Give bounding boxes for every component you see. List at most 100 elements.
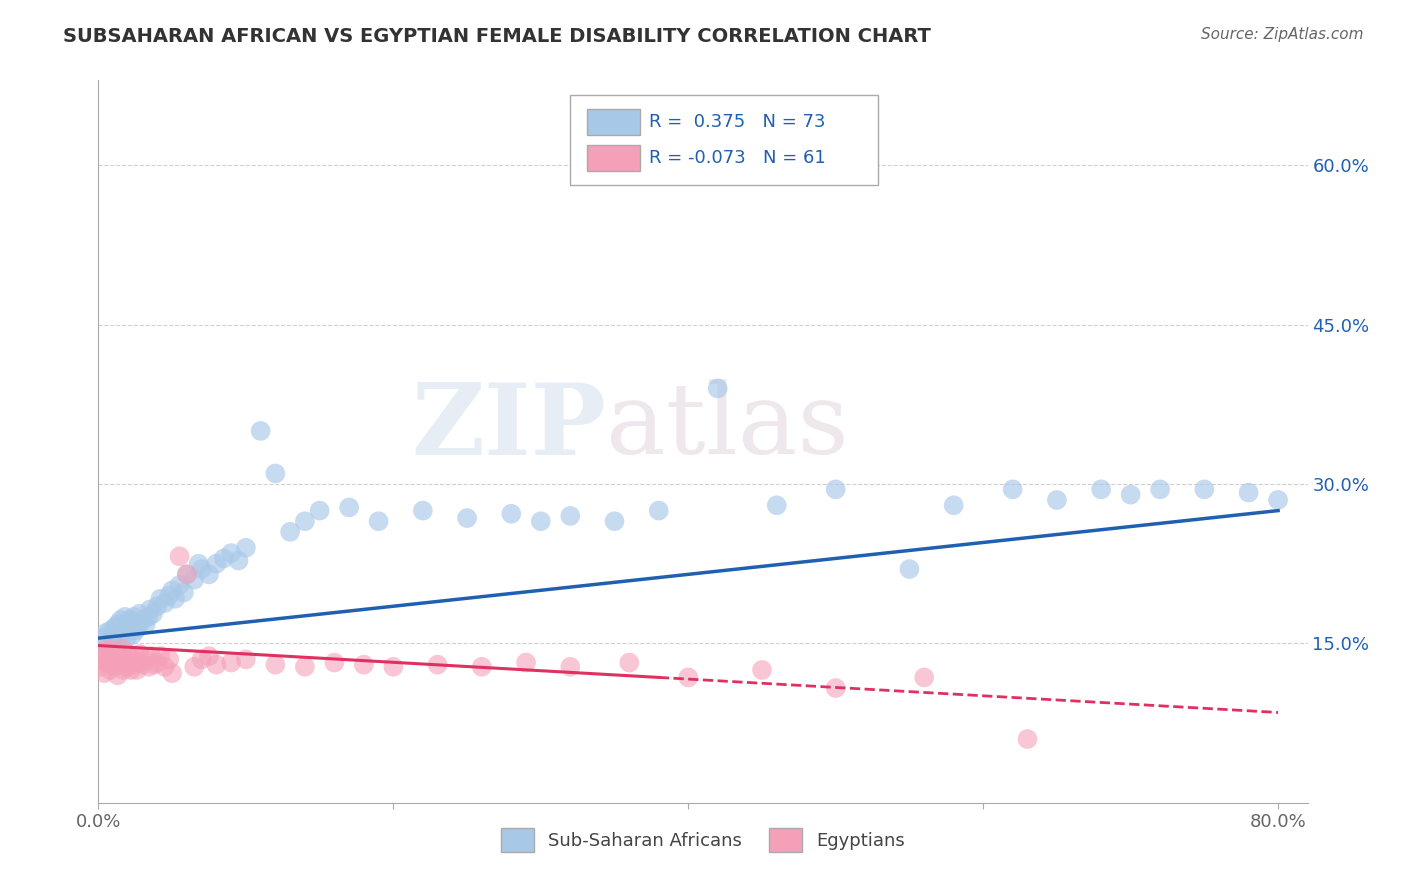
Point — [127, 620, 149, 634]
Point — [706, 381, 728, 395]
Point — [560, 660, 582, 674]
Point — [104, 660, 127, 674]
Point — [146, 599, 169, 614]
Point — [120, 663, 142, 677]
Point — [108, 649, 131, 664]
Point — [138, 660, 160, 674]
Point — [91, 631, 114, 645]
Point — [1194, 483, 1216, 497]
Point — [122, 610, 145, 624]
Point — [176, 567, 198, 582]
Point — [157, 652, 180, 666]
Point — [94, 649, 117, 664]
Point — [124, 649, 146, 664]
Point — [141, 649, 163, 664]
Point — [235, 652, 257, 666]
Point — [169, 578, 191, 592]
Point — [97, 641, 120, 656]
Point — [278, 524, 301, 539]
Point — [110, 613, 132, 627]
Point — [560, 508, 582, 523]
Point — [105, 645, 128, 659]
Point — [751, 663, 773, 677]
Point — [367, 514, 389, 528]
Point — [190, 652, 212, 666]
Point — [98, 663, 121, 677]
Point — [942, 498, 965, 512]
Text: R = -0.073   N = 61: R = -0.073 N = 61 — [648, 149, 825, 168]
Point — [898, 562, 921, 576]
Point — [112, 663, 135, 677]
Point — [91, 645, 114, 659]
Point — [205, 657, 228, 672]
Point — [94, 625, 117, 640]
Point — [115, 631, 138, 645]
Point — [235, 541, 257, 555]
Point — [110, 656, 132, 670]
Point — [765, 498, 787, 512]
Point — [117, 647, 139, 661]
Point — [149, 649, 172, 664]
FancyBboxPatch shape — [586, 109, 640, 136]
Point — [176, 567, 198, 582]
Point — [104, 620, 127, 634]
Point — [426, 657, 449, 672]
FancyBboxPatch shape — [586, 145, 640, 171]
Point — [648, 503, 671, 517]
Point — [824, 681, 846, 695]
Point — [190, 562, 212, 576]
Point — [131, 613, 153, 627]
Point — [1046, 493, 1069, 508]
Point — [142, 607, 165, 621]
Point — [146, 656, 169, 670]
Text: SUBSAHARAN AFRICAN VS EGYPTIAN FEMALE DISABILITY CORRELATION CHART: SUBSAHARAN AFRICAN VS EGYPTIAN FEMALE DI… — [63, 27, 931, 45]
Point — [118, 656, 141, 670]
Point — [107, 617, 129, 632]
Point — [160, 583, 183, 598]
Point — [121, 652, 143, 666]
Point — [124, 624, 146, 638]
Point — [135, 617, 157, 632]
Point — [515, 656, 537, 670]
Legend: Sub-Saharan Africans, Egyptians: Sub-Saharan Africans, Egyptians — [494, 822, 912, 859]
Point — [111, 641, 134, 656]
Point — [337, 500, 360, 515]
Point — [678, 670, 700, 684]
Point — [114, 652, 136, 666]
Point — [471, 660, 494, 674]
Point — [219, 656, 242, 670]
Point — [118, 613, 141, 627]
Point — [90, 660, 112, 674]
Point — [98, 624, 121, 638]
Point — [1001, 483, 1024, 497]
Point — [530, 514, 553, 528]
Point — [619, 656, 641, 670]
Point — [1017, 732, 1039, 747]
Point — [131, 657, 153, 672]
Point — [108, 631, 131, 645]
Point — [128, 647, 150, 661]
Point — [205, 557, 228, 571]
Point — [824, 483, 846, 497]
Point — [382, 660, 405, 674]
Point — [264, 657, 287, 672]
Point — [101, 652, 124, 666]
Point — [96, 639, 118, 653]
Point — [228, 553, 250, 567]
Point — [139, 602, 162, 616]
Point — [138, 610, 160, 624]
Point — [115, 660, 138, 674]
Point — [412, 503, 434, 517]
Point — [456, 511, 478, 525]
Point — [323, 656, 346, 670]
Point — [249, 424, 271, 438]
Point — [183, 573, 205, 587]
Point — [198, 649, 221, 664]
Point — [165, 591, 187, 606]
Point — [294, 514, 316, 528]
Point — [1119, 488, 1142, 502]
Point — [122, 657, 145, 672]
Point — [135, 652, 157, 666]
Point — [114, 610, 136, 624]
Point — [96, 656, 118, 670]
